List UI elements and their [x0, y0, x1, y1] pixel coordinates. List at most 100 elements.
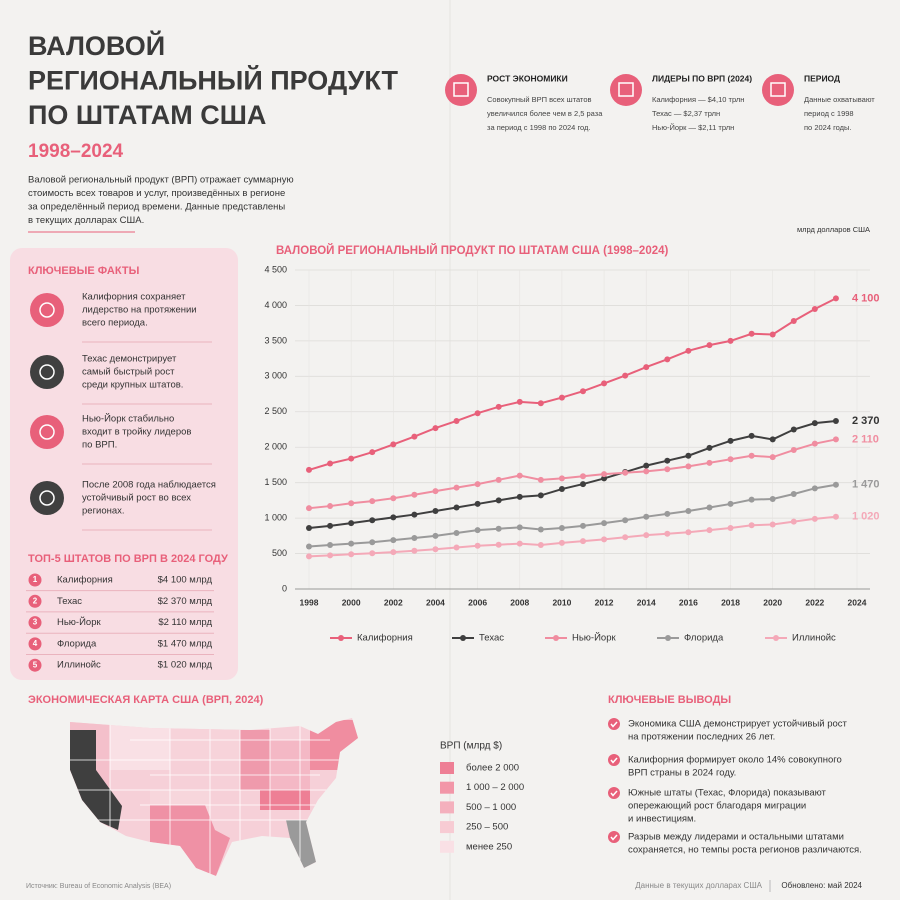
point	[580, 481, 586, 488]
gdp: $1 470 млрд	[158, 638, 213, 649]
stat-icon-glyph	[453, 82, 469, 97]
legend-label: Техас	[479, 633, 504, 644]
value-label: 2 110	[852, 433, 879, 445]
state: Иллинойс	[57, 660, 101, 671]
rank: 3	[33, 618, 38, 627]
title: РЕГИОНАЛЬНЫЙ ПРОДУКТ	[28, 65, 398, 96]
point	[516, 472, 523, 479]
stat-icon	[610, 74, 642, 106]
stat-text: Калифорния — $4,10 трлн	[652, 95, 744, 104]
point	[685, 508, 692, 515]
point	[474, 481, 481, 488]
x-tick-label: 2020	[763, 597, 782, 607]
map-legend-title: ВРП (млрд $)	[440, 741, 502, 752]
check-icon	[608, 787, 620, 799]
point	[369, 449, 376, 456]
conclusion-text: Экономика США демонстрирует устойчивый р…	[628, 719, 848, 730]
point	[537, 492, 544, 499]
y-tick-label: 1 500	[264, 477, 287, 487]
point	[769, 454, 776, 461]
y-tick-label: 2 500	[264, 406, 287, 416]
legend-swatch	[440, 840, 454, 853]
point	[390, 441, 397, 448]
check-glyph	[610, 790, 618, 797]
point	[453, 484, 460, 491]
series-line	[308, 438, 837, 510]
point	[622, 534, 629, 541]
point	[432, 532, 439, 539]
x-tick-label: 2006	[468, 597, 487, 607]
legend-marker	[338, 635, 344, 641]
point	[558, 475, 565, 482]
description: за определённый период времени. Данные п…	[28, 202, 285, 213]
point	[685, 452, 692, 459]
point	[622, 372, 629, 379]
rank-badge	[28, 594, 42, 608]
point	[790, 491, 797, 498]
point	[306, 553, 312, 560]
point	[706, 342, 713, 349]
series-line	[308, 297, 837, 471]
point	[390, 514, 397, 521]
conclusion-text: и инвестициям.	[628, 814, 696, 825]
point	[706, 444, 713, 451]
state-borders	[70, 718, 358, 876]
point	[664, 356, 671, 363]
value-label: 4 100	[852, 292, 880, 304]
point	[474, 527, 481, 534]
check-icon	[608, 718, 620, 730]
point	[537, 400, 544, 407]
point	[516, 493, 523, 500]
point	[411, 534, 418, 541]
point	[622, 469, 629, 476]
point	[664, 466, 671, 473]
point	[790, 318, 797, 325]
point	[706, 527, 713, 534]
point	[453, 544, 460, 551]
updated: Обновлено: май 2024	[781, 881, 862, 890]
fact-text: среди крупных штатов.	[82, 380, 183, 391]
conclusion-text: Разрыв между лидерами и остальными штата…	[628, 832, 844, 843]
map-legend-label: 500 – 1 000	[466, 802, 516, 813]
legend-label: Нью-Йорк	[572, 632, 616, 644]
point	[306, 505, 312, 512]
point	[369, 539, 376, 546]
rank: 5	[33, 660, 38, 669]
point	[348, 520, 355, 527]
point	[558, 525, 565, 532]
point	[790, 426, 797, 433]
point	[622, 517, 629, 524]
point	[832, 295, 839, 302]
point	[558, 539, 565, 546]
series-line	[308, 483, 837, 548]
legend-marker	[460, 635, 466, 641]
point	[369, 550, 376, 557]
value-label: 1 470	[852, 479, 880, 491]
fact-icon-glyph	[39, 424, 55, 440]
fact-text: входит в тройку лидеров	[82, 427, 191, 438]
stat-text: за период с 1998 по 2024 год.	[487, 123, 590, 132]
fact-text: по ВРП.	[82, 440, 117, 451]
stat-title: ЛИДЕРЫ ПО ВРП (2024)	[652, 73, 752, 83]
title: ВАЛОВОЙ	[28, 30, 165, 61]
point	[643, 364, 650, 371]
point	[516, 398, 523, 405]
series-line	[308, 515, 837, 558]
point	[432, 425, 439, 432]
gdp: $2 110 млрд	[158, 617, 212, 628]
state: Флорида	[57, 638, 97, 649]
point	[790, 447, 797, 454]
point	[748, 330, 755, 337]
x-tick-label: 2016	[679, 597, 698, 607]
point	[748, 432, 755, 439]
x-tick-label: 2004	[426, 597, 445, 607]
point	[453, 417, 460, 424]
stat-text: период с 1998	[804, 109, 854, 118]
point	[580, 473, 586, 480]
stat-title: ПЕРИОД	[804, 73, 840, 83]
state: Калифорния	[57, 575, 113, 586]
point	[558, 486, 565, 493]
x-tick-label: 2014	[637, 597, 656, 607]
point	[748, 496, 755, 503]
